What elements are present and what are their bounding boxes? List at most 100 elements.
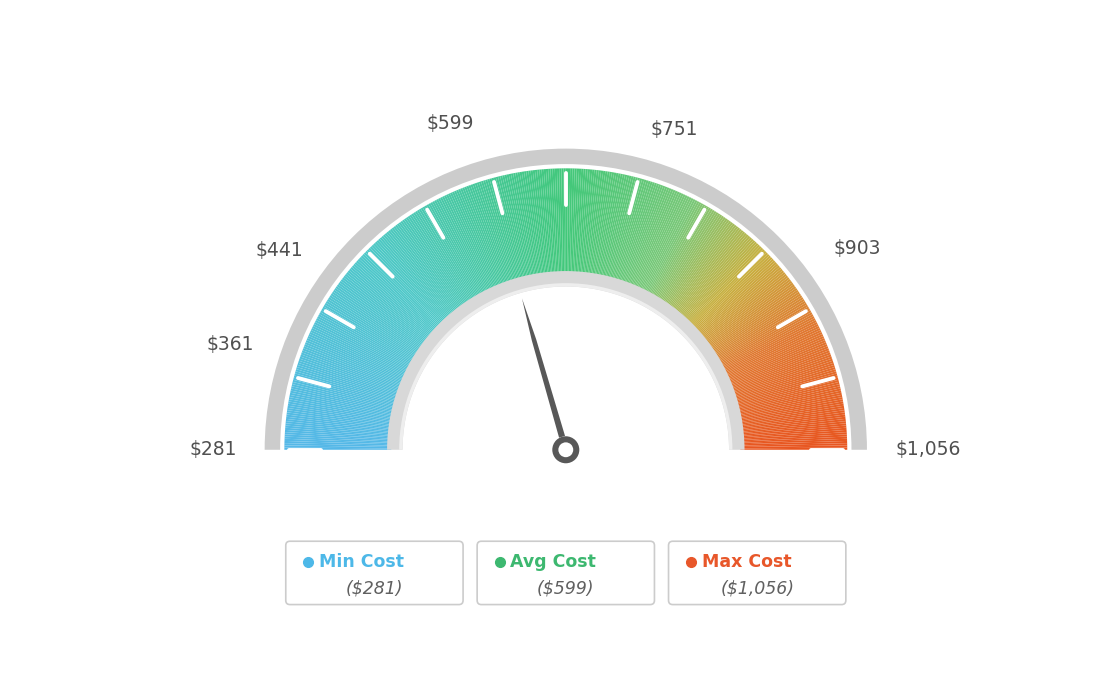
Wedge shape <box>569 168 573 275</box>
Wedge shape <box>728 346 828 387</box>
Wedge shape <box>285 437 392 443</box>
Wedge shape <box>556 168 562 275</box>
Wedge shape <box>304 344 404 386</box>
Wedge shape <box>655 208 711 300</box>
Wedge shape <box>308 336 406 380</box>
Wedge shape <box>545 169 555 276</box>
Wedge shape <box>286 415 393 429</box>
Wedge shape <box>559 168 563 275</box>
Wedge shape <box>650 203 703 297</box>
Wedge shape <box>291 386 396 412</box>
Wedge shape <box>660 213 720 304</box>
Wedge shape <box>423 206 478 299</box>
Wedge shape <box>672 228 740 313</box>
Wedge shape <box>733 367 836 400</box>
Wedge shape <box>343 275 428 343</box>
Wedge shape <box>592 171 609 277</box>
Wedge shape <box>322 306 415 362</box>
Wedge shape <box>538 170 550 276</box>
Wedge shape <box>683 241 757 322</box>
Wedge shape <box>304 346 404 387</box>
Wedge shape <box>725 334 824 380</box>
Wedge shape <box>285 432 392 440</box>
Wedge shape <box>624 184 661 286</box>
Wedge shape <box>370 246 445 324</box>
Wedge shape <box>384 233 455 316</box>
Wedge shape <box>407 216 469 306</box>
Wedge shape <box>707 284 795 348</box>
Wedge shape <box>524 171 541 277</box>
Wedge shape <box>290 391 395 415</box>
Wedge shape <box>740 434 847 442</box>
Wedge shape <box>300 355 402 392</box>
Wedge shape <box>348 270 432 339</box>
Wedge shape <box>477 182 512 284</box>
Wedge shape <box>714 303 807 359</box>
Wedge shape <box>623 184 659 285</box>
Wedge shape <box>697 264 778 335</box>
Wedge shape <box>622 183 657 285</box>
FancyBboxPatch shape <box>286 541 463 604</box>
Wedge shape <box>582 170 594 276</box>
Wedge shape <box>518 172 538 278</box>
Wedge shape <box>740 423 846 435</box>
Wedge shape <box>329 295 420 355</box>
Wedge shape <box>731 361 834 396</box>
Wedge shape <box>285 443 391 447</box>
Wedge shape <box>301 351 403 389</box>
Wedge shape <box>434 200 486 295</box>
Wedge shape <box>323 304 416 361</box>
Wedge shape <box>594 172 614 278</box>
Wedge shape <box>701 272 785 341</box>
Wedge shape <box>702 274 787 342</box>
Wedge shape <box>402 219 466 308</box>
Wedge shape <box>597 173 618 278</box>
Wedge shape <box>718 310 811 364</box>
Wedge shape <box>606 176 634 280</box>
Wedge shape <box>431 202 482 297</box>
Wedge shape <box>533 170 546 277</box>
Wedge shape <box>465 186 505 287</box>
Wedge shape <box>381 236 453 318</box>
Wedge shape <box>383 235 454 317</box>
Wedge shape <box>740 439 847 444</box>
Wedge shape <box>656 208 713 301</box>
Wedge shape <box>659 212 719 303</box>
Wedge shape <box>314 322 411 372</box>
Wedge shape <box>285 445 391 448</box>
Wedge shape <box>396 224 463 310</box>
Wedge shape <box>643 197 691 294</box>
Wedge shape <box>285 434 392 442</box>
Wedge shape <box>715 304 808 361</box>
Wedge shape <box>285 441 392 446</box>
Wedge shape <box>565 168 569 275</box>
Wedge shape <box>548 169 556 275</box>
Wedge shape <box>657 210 714 302</box>
Wedge shape <box>615 179 647 283</box>
Wedge shape <box>295 373 397 404</box>
Wedge shape <box>736 388 841 413</box>
Wedge shape <box>740 421 846 433</box>
Text: $441: $441 <box>256 241 304 260</box>
Wedge shape <box>289 397 394 418</box>
Wedge shape <box>288 400 394 420</box>
Wedge shape <box>733 371 837 402</box>
Wedge shape <box>353 264 435 335</box>
Circle shape <box>552 436 580 463</box>
Wedge shape <box>698 266 779 337</box>
Wedge shape <box>714 301 806 359</box>
Wedge shape <box>361 255 439 331</box>
Wedge shape <box>456 190 499 289</box>
Wedge shape <box>339 281 426 346</box>
Wedge shape <box>573 168 580 275</box>
Wedge shape <box>699 267 782 337</box>
Wedge shape <box>542 169 552 276</box>
Wedge shape <box>575 169 584 275</box>
Wedge shape <box>716 306 809 362</box>
Wedge shape <box>413 212 473 303</box>
Wedge shape <box>410 215 470 305</box>
Wedge shape <box>636 193 681 290</box>
Wedge shape <box>498 176 526 280</box>
Wedge shape <box>700 270 784 339</box>
Text: $751: $751 <box>650 120 698 139</box>
